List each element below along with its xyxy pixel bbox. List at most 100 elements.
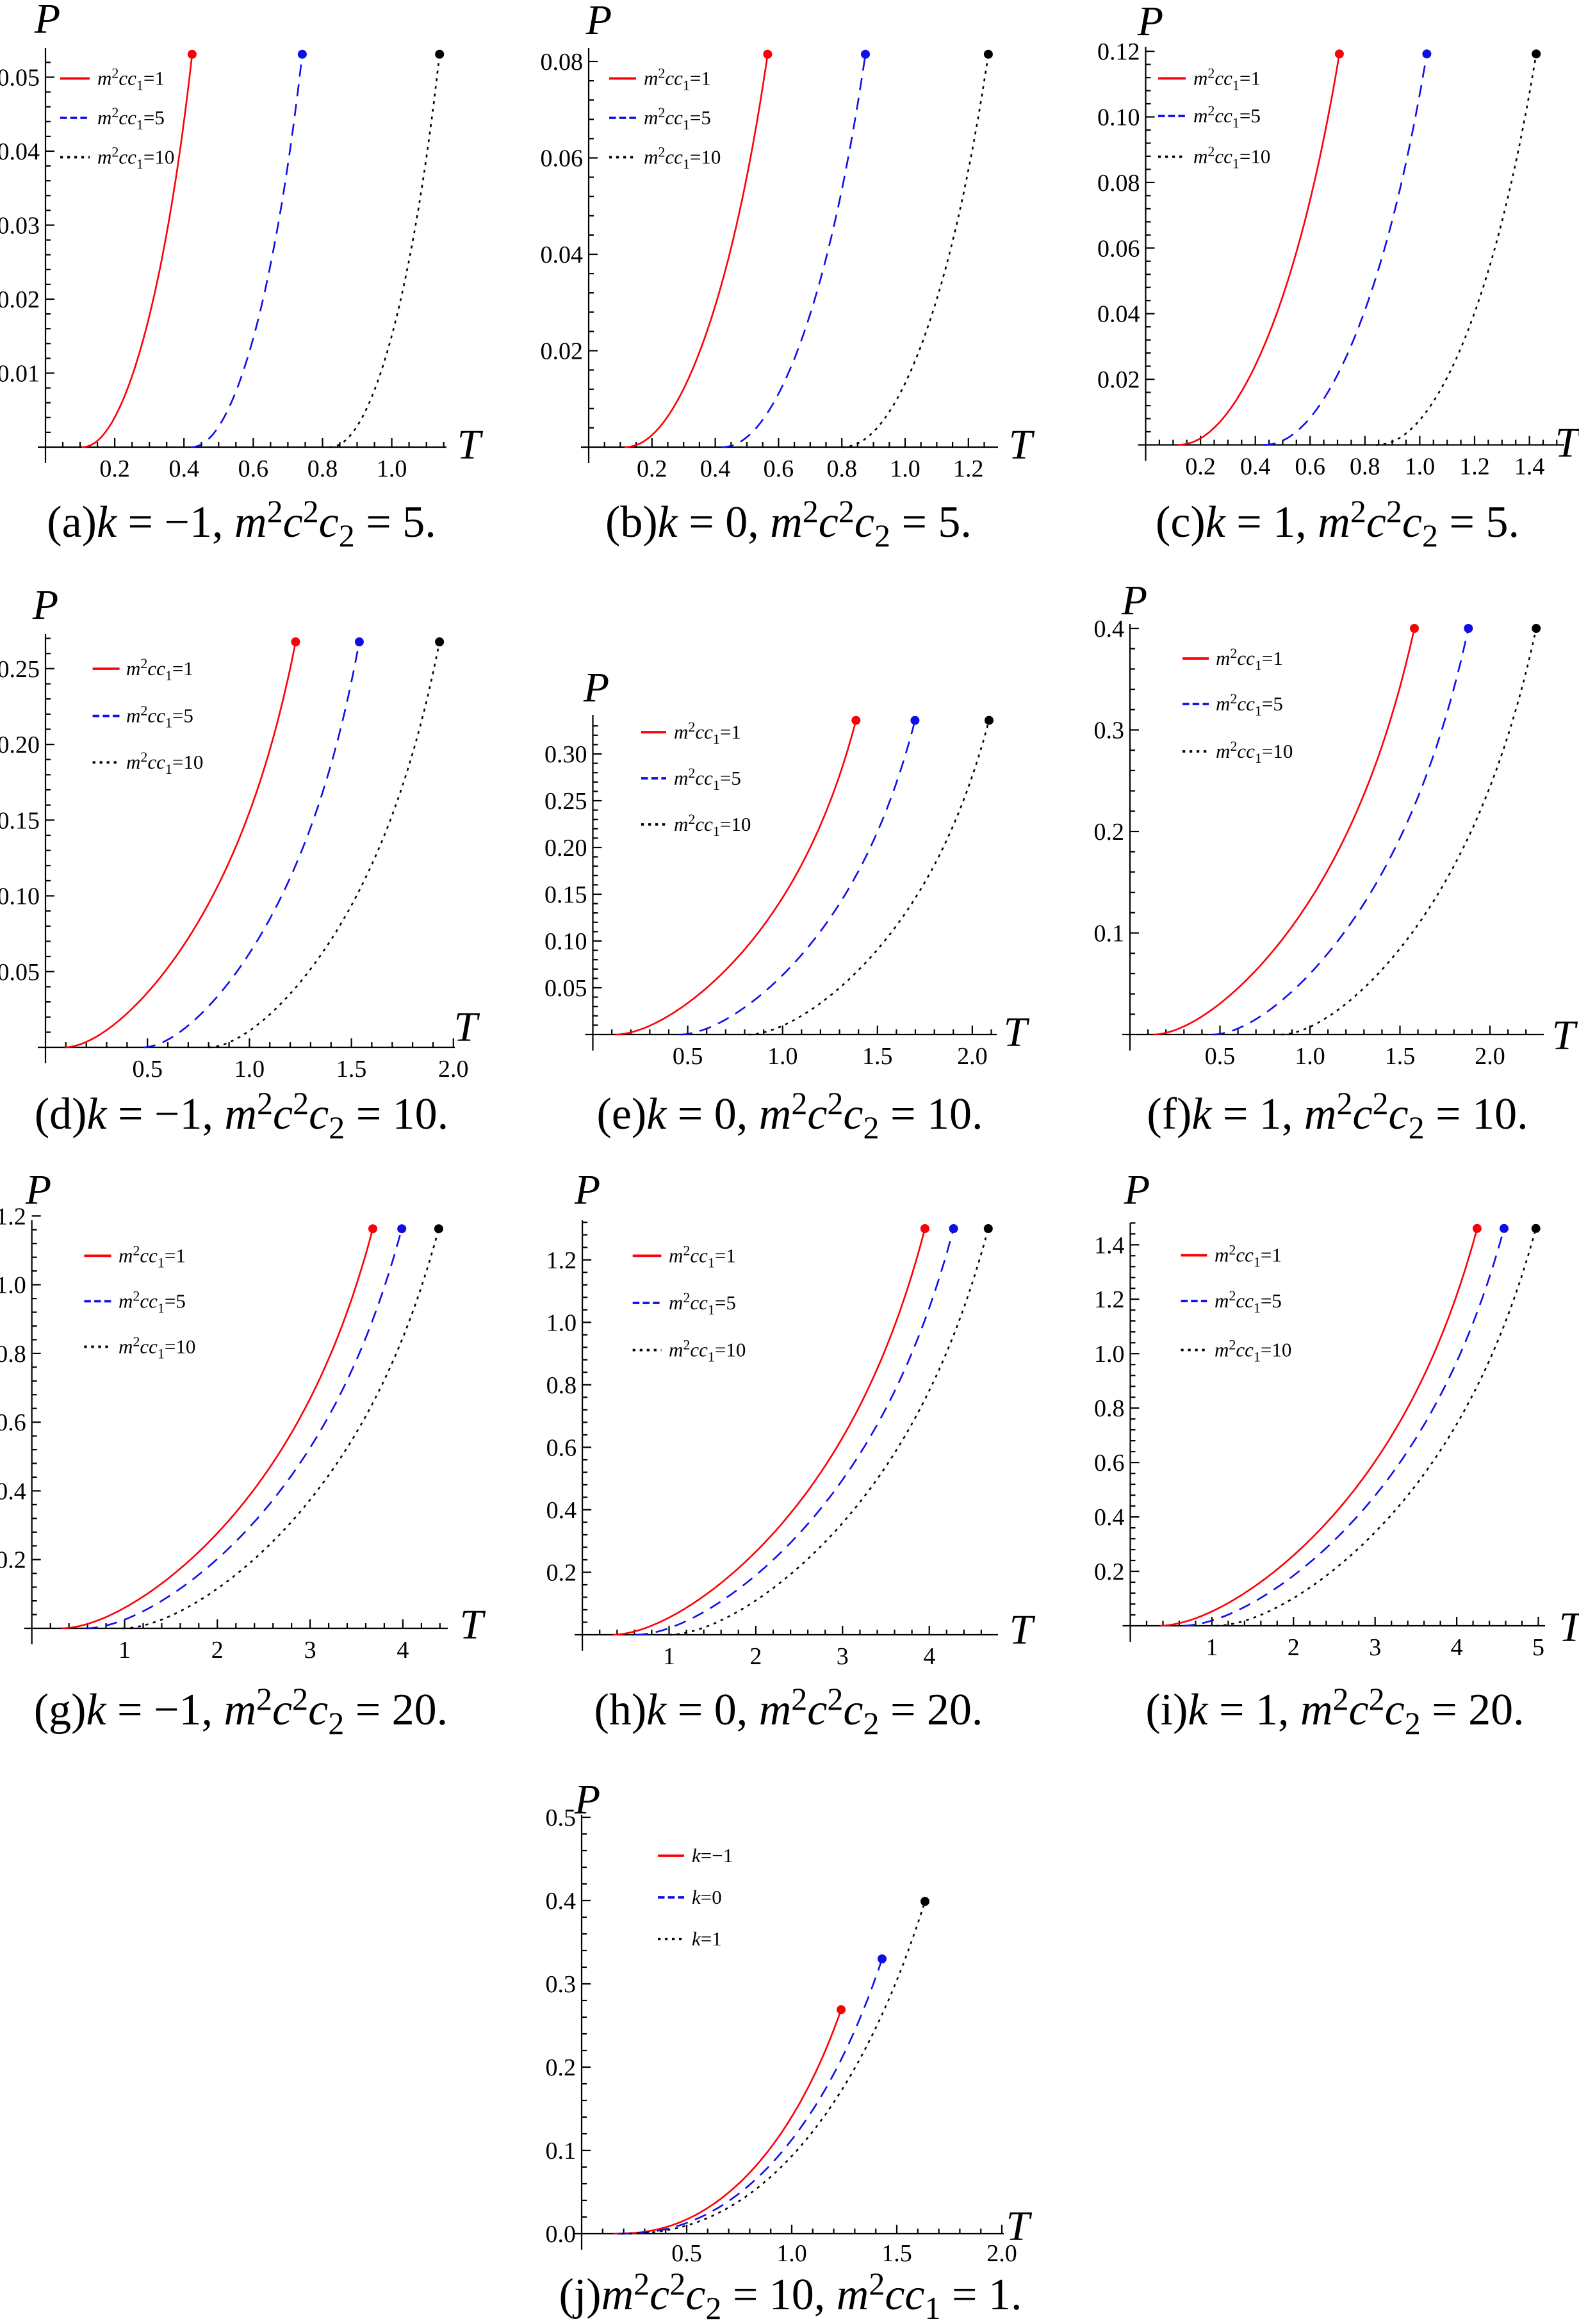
svg-text:0.4: 0.4 <box>1240 454 1271 480</box>
svg-text:T: T <box>1559 1604 1579 1651</box>
svg-text:0.01: 0.01 <box>0 361 40 388</box>
svg-text:0.6: 0.6 <box>546 1434 577 1461</box>
svg-text:0.05: 0.05 <box>0 959 40 986</box>
svg-text:1.5: 1.5 <box>336 1056 367 1083</box>
svg-text:0.1: 0.1 <box>1094 921 1125 947</box>
svg-text:m2cc1=1: m2cc1=1 <box>1215 1242 1282 1270</box>
svg-text:2: 2 <box>1288 1634 1300 1661</box>
svg-text:5: 5 <box>1532 1634 1544 1661</box>
svg-text:m2cc1=5: m2cc1=5 <box>1215 1288 1282 1316</box>
svg-text:0.1: 0.1 <box>546 2138 577 2164</box>
svg-text:0.2: 0.2 <box>546 2054 577 2081</box>
svg-text:1.0: 1.0 <box>1094 1341 1125 1368</box>
svg-text:T: T <box>460 1601 486 1648</box>
svg-text:1.4: 1.4 <box>1514 454 1545 480</box>
svg-text:1: 1 <box>119 1637 131 1664</box>
svg-text:m2cc1=1: m2cc1=1 <box>674 719 741 747</box>
svg-text:1.0: 1.0 <box>234 1056 265 1083</box>
svg-text:m2cc1=1: m2cc1=1 <box>119 1242 186 1270</box>
svg-text:1.0: 1.0 <box>767 1043 798 1070</box>
svg-text:m2cc1=5: m2cc1=5 <box>97 104 165 133</box>
svg-text:1.2: 1.2 <box>953 455 984 482</box>
svg-text:0.6: 0.6 <box>764 455 794 482</box>
svg-text:1.2: 1.2 <box>1459 454 1490 480</box>
svg-text:m2cc1=1: m2cc1=1 <box>126 655 193 683</box>
svg-text:3: 3 <box>304 1637 316 1664</box>
svg-text:P: P <box>34 0 60 42</box>
svg-text:1: 1 <box>663 1643 675 1670</box>
svg-text:2: 2 <box>211 1637 224 1664</box>
svg-text:0.8: 0.8 <box>546 1372 577 1399</box>
svg-text:P: P <box>574 1776 600 1823</box>
svg-text:0.06: 0.06 <box>541 145 584 172</box>
svg-text:0.8: 0.8 <box>1094 1395 1125 1422</box>
svg-text:(h)k = 0, m2c2c2 = 20.: (h)k = 0, m2c2c2 = 20. <box>594 1681 983 1741</box>
svg-text:0.3: 0.3 <box>546 1971 577 1998</box>
svg-text:m2cc1=10: m2cc1=10 <box>674 811 751 839</box>
svg-text:0.8: 0.8 <box>307 455 338 482</box>
svg-text:0.02: 0.02 <box>1097 366 1140 393</box>
svg-text:2.0: 2.0 <box>957 1043 988 1070</box>
svg-text:0.2: 0.2 <box>637 455 667 482</box>
svg-text:T: T <box>1009 421 1035 468</box>
svg-text:0.4: 0.4 <box>546 1497 577 1524</box>
svg-text:(c)k = 1, m2c2c2 = 5.: (c)k = 1, m2c2c2 = 5. <box>1156 493 1519 553</box>
svg-text:m2cc1=10: m2cc1=10 <box>669 1337 746 1365</box>
svg-text:0.04: 0.04 <box>0 138 40 165</box>
svg-text:0.06: 0.06 <box>1097 235 1140 262</box>
svg-text:T: T <box>457 421 484 468</box>
svg-text:m2cc1=1: m2cc1=1 <box>644 65 711 94</box>
svg-text:0.08: 0.08 <box>1097 170 1140 197</box>
svg-text:0.04: 0.04 <box>1097 301 1140 328</box>
svg-text:0.10: 0.10 <box>0 883 40 910</box>
svg-text:0.2: 0.2 <box>0 1547 26 1574</box>
svg-text:0.6: 0.6 <box>1295 454 1325 480</box>
svg-text:m2cc1=5: m2cc1=5 <box>1216 691 1283 719</box>
svg-text:0.4: 0.4 <box>1094 1504 1125 1531</box>
svg-text:1.0: 1.0 <box>546 1309 577 1336</box>
svg-text:P: P <box>1137 0 1163 45</box>
svg-text:(b)k = 0, m2c2c2 = 5.: (b)k = 0, m2c2c2 = 5. <box>605 493 972 553</box>
svg-text:0.30: 0.30 <box>544 741 587 768</box>
svg-text:T: T <box>1010 1607 1036 1653</box>
svg-text:0.6: 0.6 <box>238 455 269 482</box>
svg-text:m2cc1=1: m2cc1=1 <box>1216 645 1283 673</box>
svg-text:1.5: 1.5 <box>881 2240 912 2267</box>
svg-text:0.05: 0.05 <box>0 65 40 92</box>
svg-text:0.4: 0.4 <box>546 1888 577 1915</box>
svg-text:1.0: 1.0 <box>1405 454 1436 480</box>
svg-text:0.5: 0.5 <box>671 2240 702 2267</box>
svg-text:m2cc1=10: m2cc1=10 <box>1193 143 1270 172</box>
svg-text:0.25: 0.25 <box>0 656 40 683</box>
svg-text:0.5: 0.5 <box>132 1056 163 1083</box>
svg-text:P: P <box>1124 1166 1150 1213</box>
svg-text:T: T <box>1004 1009 1030 1056</box>
svg-text:0.02: 0.02 <box>541 338 584 365</box>
svg-text:0.2: 0.2 <box>1094 1559 1125 1585</box>
svg-text:1.2: 1.2 <box>0 1203 26 1230</box>
svg-text:0.04: 0.04 <box>541 241 584 268</box>
svg-text:3: 3 <box>837 1643 849 1670</box>
svg-text:0.5: 0.5 <box>673 1043 703 1070</box>
svg-text:0.10: 0.10 <box>544 928 587 955</box>
svg-text:0.15: 0.15 <box>0 807 40 834</box>
svg-text:1.0: 1.0 <box>377 455 407 482</box>
svg-text:1.2: 1.2 <box>546 1247 577 1274</box>
svg-text:(g)k = −1, m2c2c2 = 20.: (g)k = −1, m2c2c2 = 20. <box>34 1681 448 1741</box>
svg-text:0.4: 0.4 <box>168 455 199 482</box>
svg-text:m2cc1=5: m2cc1=5 <box>119 1288 186 1316</box>
svg-text:P: P <box>32 582 58 628</box>
svg-text:0.25: 0.25 <box>544 788 587 815</box>
svg-text:0.0: 0.0 <box>546 2221 577 2248</box>
svg-text:1.0: 1.0 <box>890 455 920 482</box>
svg-text:T: T <box>1552 1012 1578 1059</box>
svg-text:2.0: 2.0 <box>438 1056 469 1083</box>
svg-text:0.20: 0.20 <box>544 835 587 862</box>
svg-text:k=0: k=0 <box>692 1886 722 1908</box>
svg-text:m2cc1=5: m2cc1=5 <box>644 104 711 133</box>
svg-text:0.4: 0.4 <box>0 1478 26 1505</box>
svg-text:m2cc1=1: m2cc1=1 <box>669 1242 736 1270</box>
svg-text:m2cc1=5: m2cc1=5 <box>674 765 741 793</box>
svg-text:0.4: 0.4 <box>700 455 731 482</box>
svg-text:0.05: 0.05 <box>544 975 587 1002</box>
